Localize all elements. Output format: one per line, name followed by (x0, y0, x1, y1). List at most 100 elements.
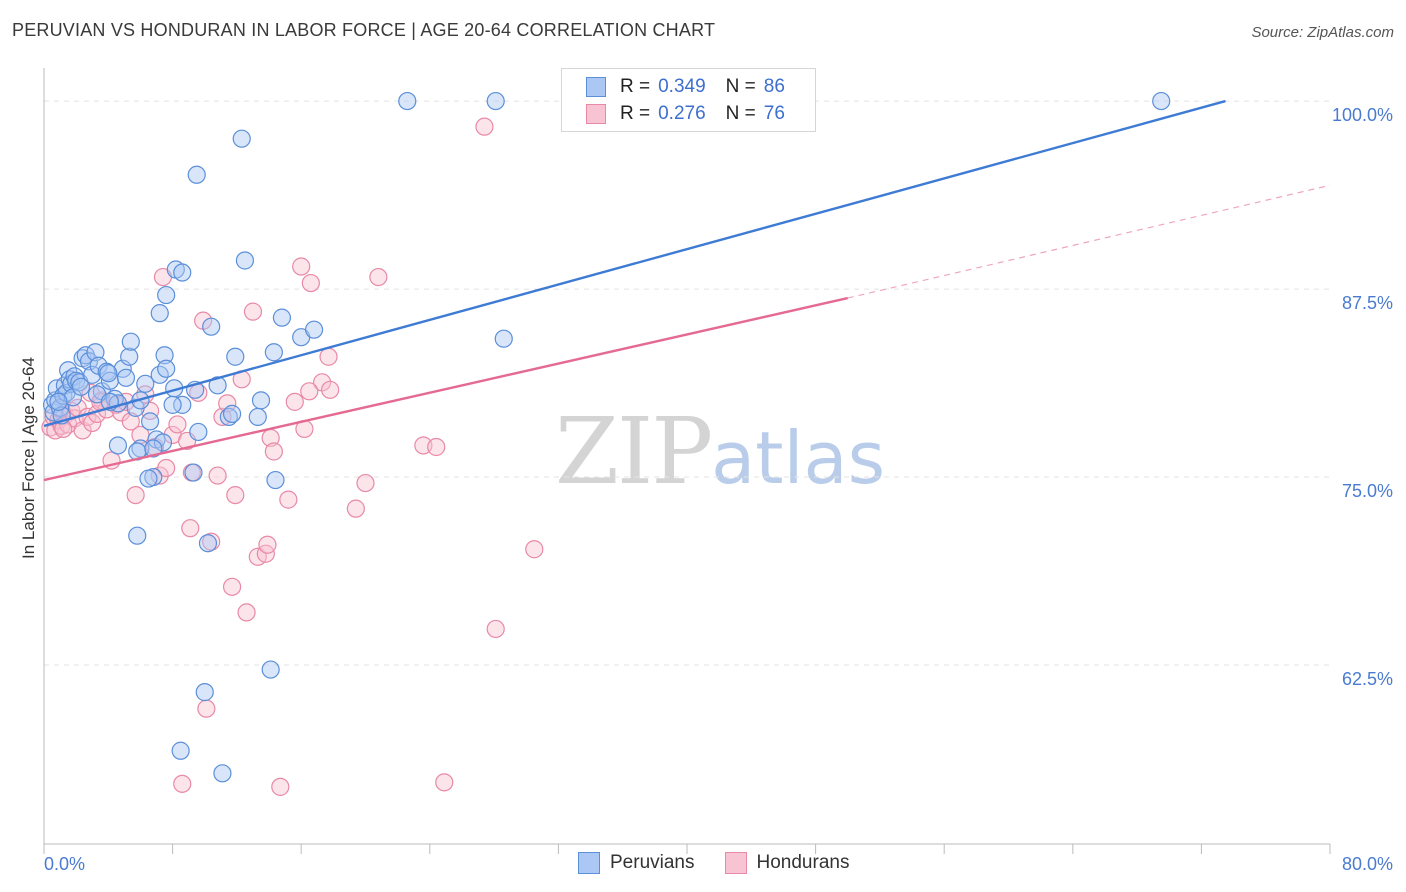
watermark-zip: ZIP (555, 398, 713, 505)
data-point-peruvians (116, 368, 136, 387)
data-point-peruvians (189, 422, 208, 442)
data-point-hondurans (301, 273, 320, 293)
data-point-hondurans (208, 466, 227, 485)
correlation-legend: R = 0.349 N = 86 R = 0.276 N = 76 (561, 68, 816, 132)
data-point-peruvians (50, 398, 70, 417)
data-point-peruvians (187, 165, 206, 184)
data-point-hondurans (369, 267, 388, 287)
data-point-peruvians (195, 683, 214, 702)
data-point-hondurans (218, 394, 237, 413)
data-point-hondurans (525, 540, 544, 559)
data-point-peruvians (171, 741, 190, 760)
series-label-peruvians: Peruvians (610, 852, 695, 873)
data-point-hondurans (126, 486, 145, 505)
data-point-peruvians (150, 304, 169, 323)
data-point-hondurans (150, 466, 169, 485)
data-point-hondurans (346, 499, 365, 518)
trend-lines (43, 99, 1331, 482)
data-point-hondurans (222, 577, 242, 596)
data-point-hondurans (173, 774, 192, 793)
data-point-peruvians (120, 347, 139, 366)
y-axis-label: In Labor Force | Age 20-64 (19, 357, 38, 559)
data-point-peruvians (222, 404, 242, 423)
data-point-peruvians (494, 329, 513, 348)
data-point-peruvians (155, 346, 174, 365)
data-point-peruvians (232, 129, 251, 148)
data-point-peruvians (219, 407, 238, 426)
data-point-hondurans (475, 117, 494, 136)
series-swatch-hondurans (724, 852, 747, 874)
data-point-peruvians (108, 436, 128, 455)
data-point-hondurans (427, 437, 446, 457)
data-point-hondurans (356, 473, 375, 493)
tick-labels: 100.0% 87.5% 75.0% 62.5% 0.0% 80.0% (44, 105, 1393, 874)
data-point-hondurans (264, 442, 283, 461)
y-tick-label: 62.5% (1342, 669, 1393, 689)
data-point-peruvians (226, 347, 245, 366)
data-point-hondurans (258, 535, 277, 554)
data-point-peruvians (131, 439, 150, 458)
chart-title: PERUVIAN VS HONDURAN IN LABOR FORCE | AG… (12, 20, 716, 40)
legend-swatch-hondurans (586, 104, 606, 124)
data-point-hondurans (121, 412, 140, 431)
data-point-hondurans (486, 619, 505, 639)
legend-row-hondurans: R = 0.276 N = 76 (586, 101, 805, 127)
data-point-peruvians (163, 395, 182, 414)
data-point-peruvians (264, 343, 283, 362)
data-point-peruvians (202, 317, 221, 336)
series-legend-hondurans[interactable]: Hondurans (724, 852, 850, 874)
watermark: ZIPatlas (555, 398, 885, 505)
data-point-hondurans (292, 257, 311, 276)
data-point-hondurans (279, 490, 298, 509)
data-point-peruvians (153, 433, 173, 452)
data-point-peruvians (173, 263, 192, 282)
data-point-hondurans (321, 380, 340, 399)
legend-row-peruvians: R = 0.349 N = 86 (586, 74, 805, 100)
data-point-hondurans (237, 603, 256, 622)
data-point-peruvians (261, 660, 280, 679)
data-point-hondurans (168, 415, 187, 434)
data-point-peruvians (128, 526, 147, 545)
source-credit: Source: ZipAtlas.com (1251, 24, 1394, 41)
data-point-hondurans (181, 519, 200, 538)
data-point-hondurans (73, 421, 92, 440)
series-legend: Peruvians Hondurans (578, 852, 879, 874)
data-point-hondurans (83, 413, 102, 433)
trend-line-peruvians (43, 99, 1226, 428)
series-swatch-peruvians (578, 852, 600, 874)
data-point-peruvians (140, 412, 160, 431)
legend-n-label: N = (725, 76, 756, 97)
series-label-hondurans: Hondurans (756, 852, 850, 873)
legend-r-value: 0.276 (658, 103, 706, 124)
axes (43, 68, 1331, 854)
data-point-peruvians (248, 407, 267, 426)
legend-n-label: N = (725, 103, 756, 124)
data-point-peruvians (213, 764, 232, 783)
legend-swatch-peruvians (586, 77, 606, 97)
data-point-peruvians (139, 469, 158, 488)
data-point-peruvians (136, 374, 155, 393)
series-legend-peruvians[interactable]: Peruvians (578, 852, 695, 874)
data-point-hondurans (226, 486, 245, 505)
data-point-hondurans (319, 347, 338, 366)
data-point-peruvians (304, 320, 324, 339)
legend-n-value: 86 (763, 76, 785, 97)
legend-r-value: 0.349 (658, 76, 706, 97)
legend-r-label: R = (620, 103, 651, 124)
watermark-atlas: atlas (711, 416, 886, 500)
data-point-peruvians (157, 285, 176, 305)
data-point-hondurans (300, 382, 319, 401)
y-tick-label: 87.5% (1342, 293, 1393, 313)
data-point-hondurans (197, 699, 216, 718)
data-point-peruvians (157, 359, 176, 378)
x-tick-label: 80.0% (1342, 854, 1393, 874)
data-point-peruvians (144, 439, 163, 458)
data-point-peruvians (198, 534, 218, 553)
data-point-peruvians (272, 308, 292, 327)
data-point-peruvians (49, 392, 68, 411)
legend-n-value: 76 (763, 103, 785, 124)
data-point-hondurans (285, 392, 304, 411)
trend-line-hondurans (43, 296, 849, 482)
data-point-hondurans (271, 777, 290, 796)
data-point-peruvians (235, 251, 255, 270)
